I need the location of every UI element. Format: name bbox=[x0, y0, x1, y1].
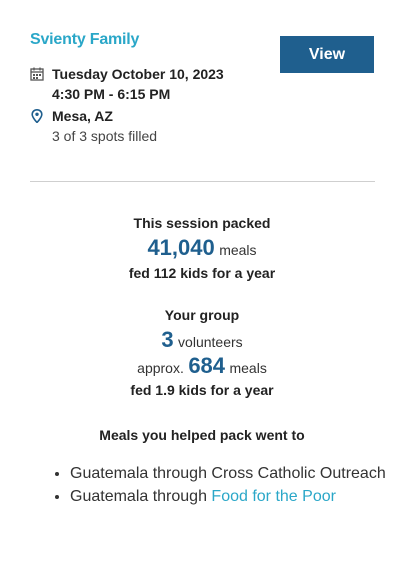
food-for-the-poor-link[interactable]: Food for the Poor bbox=[211, 488, 336, 505]
calendar-icon bbox=[30, 64, 52, 104]
event-location-row: Mesa, AZ 3 of 3 spots filled bbox=[30, 106, 157, 146]
event-title: Svienty Family bbox=[30, 31, 140, 48]
destination-text: Guatemala through Cross Catholic Outreac… bbox=[70, 465, 386, 482]
session-meals-number: 41,040 bbox=[147, 235, 215, 260]
list-item: Guatemala through Food for the Poor bbox=[70, 486, 390, 508]
destinations-list: Guatemala through Cross Catholic Outreac… bbox=[30, 463, 390, 509]
event-location: Mesa, AZ bbox=[52, 108, 113, 124]
group-heading: Your group bbox=[164, 307, 240, 323]
list-item: Guatemala through Cross Catholic Outreac… bbox=[70, 463, 390, 485]
session-meals-unit: meals bbox=[219, 242, 257, 258]
group-meals-unit: meals bbox=[229, 360, 267, 376]
event-time: 4:30 PM - 6:15 PM bbox=[52, 86, 171, 102]
session-heading: This session packed bbox=[133, 215, 271, 231]
destination-prefix: Guatemala through bbox=[70, 488, 212, 505]
group-fed: fed 1.9 kids for a year bbox=[130, 382, 274, 398]
event-spots: 3 of 3 spots filled bbox=[52, 128, 158, 144]
group-volunteers-unit: volunteers bbox=[178, 334, 243, 350]
group-volunteers-number: 3 bbox=[161, 327, 174, 352]
event-date: Tuesday October 10, 2023 bbox=[52, 66, 224, 82]
session-fed: fed 112 kids for a year bbox=[128, 265, 276, 281]
location-pin-icon bbox=[30, 106, 52, 146]
event-date-row: Tuesday October 10, 2023 4:30 PM - 6:15 … bbox=[30, 64, 224, 104]
view-button[interactable]: View bbox=[280, 36, 374, 73]
divider bbox=[30, 181, 375, 182]
group-approx: approx. bbox=[137, 360, 184, 376]
group-meals-number: 684 bbox=[188, 353, 226, 378]
session-stats: This session packed 41,040 meals fed 112… bbox=[0, 213, 404, 283]
group-stats: Your group 3 volunteers approx. 684 meal… bbox=[0, 305, 404, 400]
destinations-heading: Meals you helped pack went to bbox=[99, 427, 305, 443]
